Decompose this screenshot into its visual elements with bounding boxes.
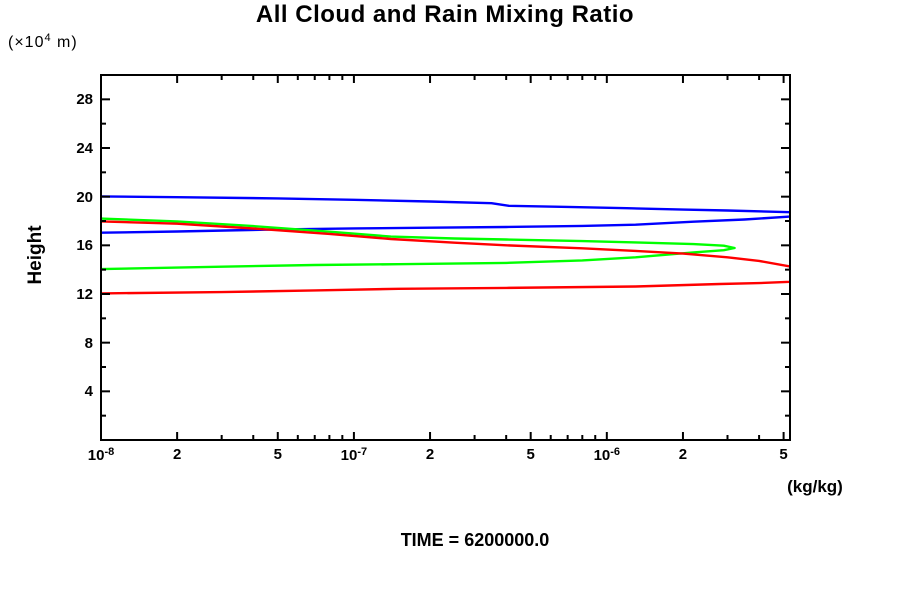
chart-title: All Cloud and Rain Mixing Ratio — [255, 1, 635, 28]
y-axis-unit-superscript: 4 — [44, 32, 52, 44]
y-tick-label: 4 — [84, 383, 93, 401]
x-tick-label: 5 — [273, 446, 282, 463]
y-axis-unit-label: (×104 m) — [8, 32, 78, 51]
y-tick-label: 12 — [76, 286, 93, 303]
x-tick-label: 10-7 — [340, 446, 368, 464]
y-tick-label: 8 — [84, 334, 93, 352]
blue-profile-line — [101, 195, 790, 234]
x-tick-superscript: -6 — [610, 446, 621, 458]
x-tick-label: 2 — [678, 446, 688, 463]
y-tick-label: 28 — [76, 91, 93, 109]
x-tick-superscript: -8 — [104, 446, 115, 458]
x-tick-label: 2 — [172, 446, 182, 463]
x-tick-label: 5 — [526, 446, 535, 463]
y-tick-label: 16 — [76, 237, 93, 255]
x-tick-label: 10-6 — [593, 446, 621, 464]
x-tick-label: 10-8 — [87, 446, 115, 464]
y-tick-label: 20 — [76, 188, 93, 206]
x-tick-label: 5 — [779, 446, 788, 463]
green-profile-line — [101, 217, 736, 271]
plot-frame — [100, 74, 791, 441]
time-label: TIME = 6200000.0 — [400, 530, 550, 550]
x-tick-superscript: -7 — [357, 446, 368, 458]
x-tick-label: 2 — [425, 446, 435, 463]
y-tick-label: 24 — [76, 140, 93, 157]
red-profile-line — [101, 220, 790, 295]
x-axis-unit-label: (kg/kg) — [787, 477, 843, 496]
